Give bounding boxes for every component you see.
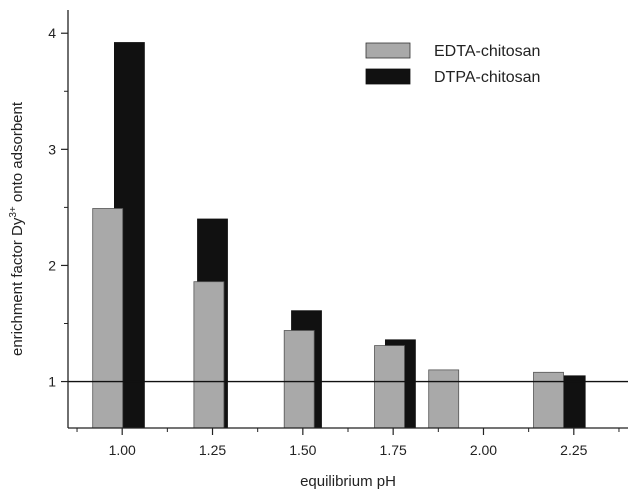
bars-layer [92,42,586,429]
x-tick-label: 2.25 [560,442,587,458]
legend-swatch-edta [365,42,411,59]
bar-edta-5 [533,371,564,429]
bar-edta-3 [374,345,405,429]
y-axis-title-main: enrichment factor Dy [9,217,26,356]
x-tick-label: 1.50 [289,442,316,458]
bar-edta-1 [193,281,225,429]
x-tick-label: 2.00 [470,442,497,458]
bar-edta-0 [92,208,124,429]
bar-edta-4 [428,369,460,429]
x-tick-label: 1.75 [380,442,407,458]
bar-edta-2 [283,330,315,429]
axes-layer [67,10,628,429]
y-tick-label: 4 [48,25,56,41]
x-axis-title: equilibrium pH [300,473,396,490]
legend: EDTA-chitosan DTPA-chitosan [365,42,540,86]
legend-label-edta: EDTA-chitosan [434,43,540,60]
legend-swatch-dtpa [365,68,411,85]
y-axis-title: enrichment factor Dy3+ onto adsorbent [8,101,26,356]
y-axis-title-rest: onto adsorbent [9,101,26,206]
y-tick-label: 3 [48,141,56,157]
y-tick-label: 1 [48,374,56,390]
x-tick-label: 1.25 [199,442,226,458]
ticks-layer: 1.00 1.25 1.50 1.75 2.00 2.25 1 2 3 4 [48,25,620,458]
legend-label-dtpa: DTPA-chitosan [434,69,540,86]
y-axis-title-superscript: 3+ [8,206,19,218]
y-tick-label: 2 [48,257,56,273]
x-tick-label: 1.00 [109,442,136,458]
